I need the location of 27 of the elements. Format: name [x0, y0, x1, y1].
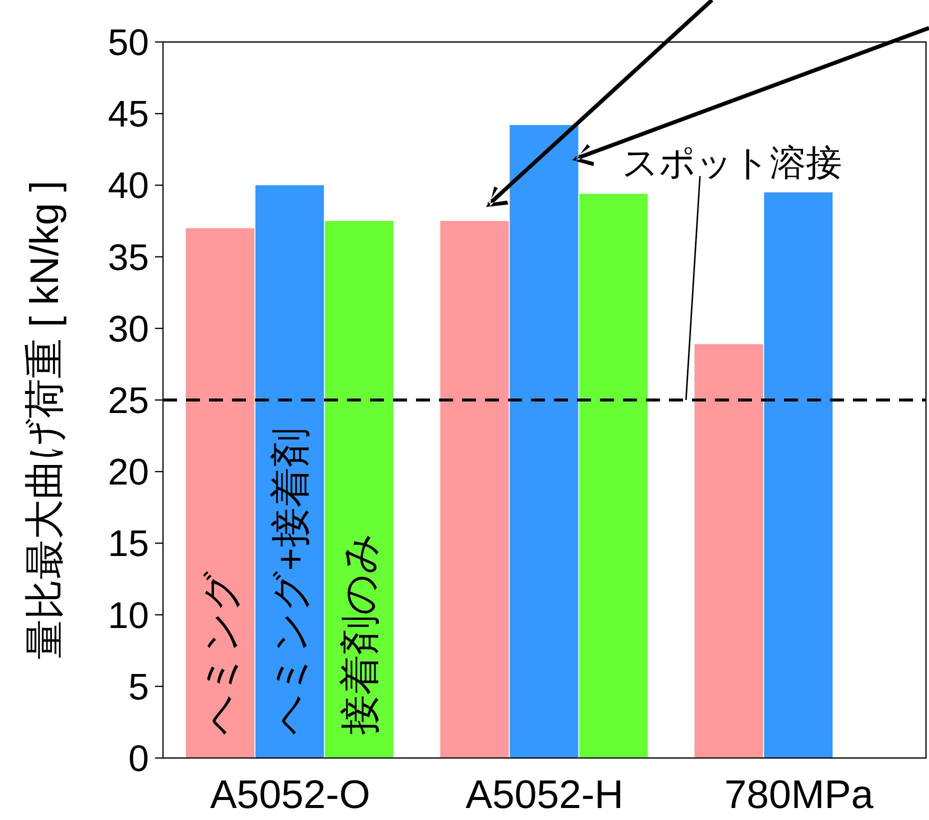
series-label: 接着剤のみ	[338, 533, 383, 735]
y-tick-label: 50	[108, 22, 149, 63]
y-tick-label: 40	[108, 165, 149, 206]
bar	[694, 344, 764, 758]
y-axis-title: 量比最大曲げ荷重 [ kN/kg ]	[23, 180, 67, 660]
y-tick-label: 0	[128, 738, 149, 779]
y-tick-label: 30	[108, 308, 149, 350]
bar	[764, 192, 833, 758]
bar	[186, 228, 254, 758]
y-tick-label: 45	[108, 94, 149, 135]
y-tick-label: 15	[108, 523, 149, 564]
x-tick-label: A5052-H	[466, 773, 624, 817]
y-tick-label: 10	[108, 594, 149, 636]
bar	[510, 125, 578, 758]
bar	[579, 194, 648, 758]
bar	[255, 185, 324, 758]
series-label: ヘミング+接着剤	[269, 428, 314, 735]
bar	[324, 221, 394, 758]
y-tick-label: 35	[108, 236, 149, 278]
bar	[440, 221, 509, 758]
y-tick-label: 5	[128, 666, 149, 708]
y-tick-label: 25	[108, 380, 149, 421]
series-label: ヘミング	[200, 571, 244, 735]
x-tick-label: 780MPa	[724, 773, 874, 817]
y-tick-label: 20	[108, 452, 149, 493]
ref-line-label: スポット溶接	[622, 142, 842, 183]
x-tick-label: A5052-O	[210, 773, 370, 817]
